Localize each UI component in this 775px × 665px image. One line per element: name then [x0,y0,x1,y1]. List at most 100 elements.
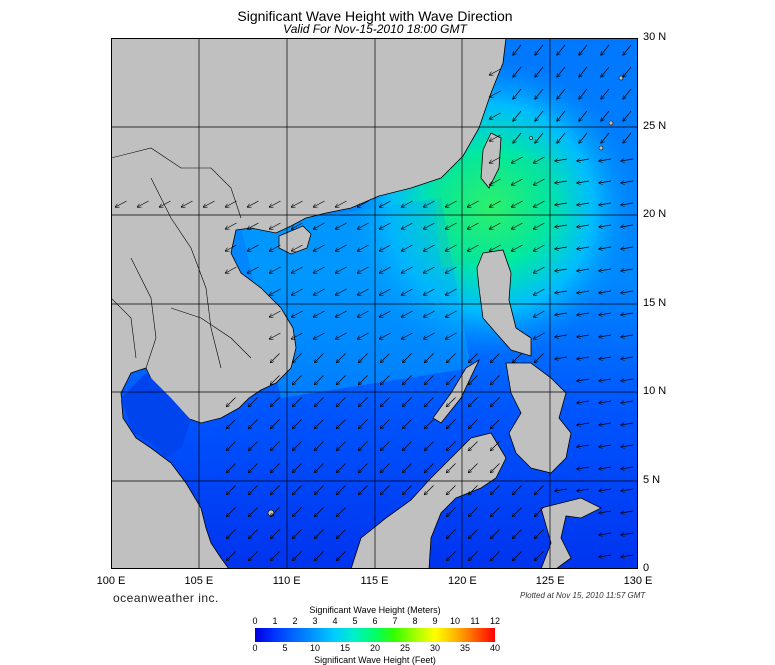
wave-arrow [534,244,545,251]
wave-arrow [490,222,501,229]
lon-label: 110 E [272,575,301,587]
wave-arrow [249,441,258,451]
wave-arrow [336,222,347,229]
wave-arrow [402,222,413,229]
wave-arrow [534,310,545,317]
wave-arrow [490,178,501,185]
wave-arrow [336,310,347,317]
wave-arrow [315,551,324,561]
wave-arrow [599,401,612,403]
wave-arrow [469,551,478,561]
wave-arrow [623,66,632,77]
wave-arrow [468,200,479,207]
wave-arrow [555,247,568,249]
wave-arrow [491,397,500,407]
meters-tick-label: 10 [449,616,460,626]
wave-arrow [359,397,368,407]
wave-arrow [577,379,590,381]
wave-arrow [381,463,390,473]
wave-arrow [535,507,544,517]
wave-arrow [491,419,500,429]
wave-arrow [271,375,280,385]
wave-arrow [381,419,390,429]
wave-arrow [621,379,634,381]
wave-arrow [425,441,434,451]
wave-arrow [513,529,522,539]
wave-arrow [402,266,413,273]
wave-arrow [621,401,634,403]
wave-arrow [577,467,590,469]
map-subtitle: Valid For Nov-15-2010 18:00 GMT [283,22,467,36]
wave-arrow [271,507,280,517]
wave-arrow [491,463,500,473]
wave-arrow [535,66,544,77]
wave-arrow [292,310,303,317]
wave-arrow [424,288,435,295]
wave-arrow [293,551,302,561]
wave-arrow [271,419,280,429]
lat-label: 25 N [643,119,667,132]
wave-arrow [557,110,566,121]
wave-arrow [403,353,412,363]
wave-arrow [380,288,391,295]
meters-tick-label: 12 [489,616,500,626]
wave-arrow [380,266,391,273]
wave-arrow [403,441,412,451]
wave-arrow [358,332,369,339]
wave-arrow [315,353,324,363]
wave-arrow [446,244,457,251]
wave-arrow [599,269,612,271]
wave-arrow [227,419,236,429]
lon-label: 120 E [447,575,477,587]
wave-arrow [403,463,412,473]
wave-arrow [469,463,478,473]
wave-arrow [248,244,259,251]
brand-logo: oceanweather inc. [113,591,219,605]
wave-arrow [468,222,479,229]
wave-arrow [621,181,634,183]
wave-arrow [621,467,634,469]
wave-arrow [336,266,347,273]
wave-arrow [226,244,237,251]
wave-arrow [621,357,634,359]
plotted-timestamp: Plotted at Nov 15, 2010 11:57 GMT [520,591,646,600]
wave-arrow [490,244,501,251]
wave-arrow [337,353,346,363]
wave-arrow [381,397,390,407]
wave-arrow [446,310,457,317]
lat-label: 0 [643,562,650,574]
wave-arrow [336,200,347,207]
wave-arrow [534,266,545,273]
wave-arrow [293,507,302,517]
wave-arrow [249,419,258,429]
meters-tick-label: 4 [332,616,338,626]
wave-arrow [555,181,568,183]
wave-arrow [359,485,368,495]
land-luzon [476,249,532,357]
wave-arrow [381,441,390,451]
wave-arrow [599,357,612,359]
wave-arrow [490,200,501,207]
wave-arrow [425,397,434,407]
wave-arrow [402,310,413,317]
wave-arrow [315,529,324,539]
wave-arrow [358,222,369,229]
wave-arrow [447,397,456,407]
wave-arrow [359,441,368,451]
wave-arrow [227,551,236,561]
wave-arrow [358,288,369,295]
wave-arrow [577,313,590,315]
wave-arrow [555,203,568,205]
wave-arrow [402,288,413,295]
wave-arrow [425,375,434,385]
wave-arrow [227,529,236,539]
wave-arrow [293,529,302,539]
lon-label: 130 E [623,575,653,587]
wave-arrow [182,200,193,207]
wave-arrow [271,529,280,539]
wave-arrow [601,132,610,143]
wave-arrow [577,225,590,227]
lat-label: 10 N [643,385,667,397]
wave-arrow [490,112,501,119]
wave-arrow [512,178,523,185]
